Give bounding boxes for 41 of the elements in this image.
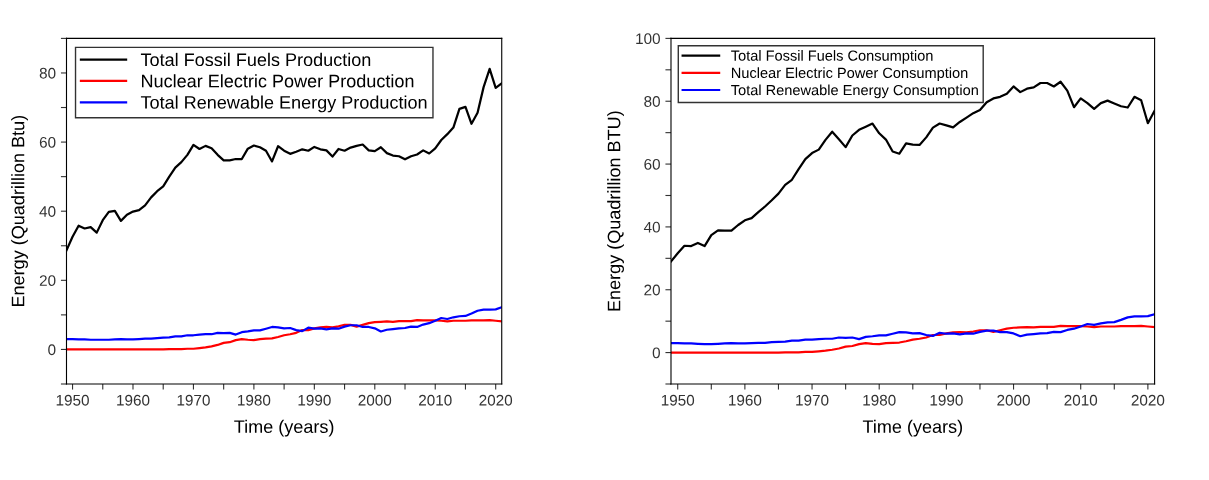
x-tick-label: 1960 bbox=[117, 394, 150, 406]
x-tick-label: 2010 bbox=[1064, 394, 1098, 406]
x-tick-label: 2020 bbox=[479, 394, 513, 406]
y-axis-title: Energy (Quadrillion BTU) bbox=[607, 111, 624, 311]
y-tick-label: 100 bbox=[636, 33, 660, 45]
x-tick-label: 2000 bbox=[997, 394, 1030, 406]
y-tick-label: 60 bbox=[39, 136, 56, 148]
y-tick-label: 60 bbox=[644, 158, 660, 170]
y-tick-label: 0 bbox=[48, 344, 56, 356]
x-tick-label: 1970 bbox=[796, 394, 829, 406]
x-tick-label: 1980 bbox=[863, 394, 896, 406]
y-tick-label: 80 bbox=[644, 96, 660, 107]
legend-label: Total Renewable Energy Consumption bbox=[731, 84, 978, 99]
line-series bbox=[670, 324, 1155, 354]
line-series bbox=[66, 306, 502, 341]
legend-label: Nuclear Electric Power Consumption bbox=[731, 67, 968, 81]
y-tick-label: 20 bbox=[644, 284, 660, 296]
line-series bbox=[66, 318, 502, 351]
y-tick-label: 20 bbox=[39, 275, 56, 287]
y-tick-label: 0 bbox=[652, 347, 660, 359]
legend-label: Total Fossil Fuels Consumption bbox=[731, 50, 933, 64]
x-tick-label: 2000 bbox=[358, 394, 392, 406]
x-tick-label: 1990 bbox=[930, 394, 963, 406]
x-tick-label: 2010 bbox=[419, 394, 452, 406]
x-tick-label: 1990 bbox=[298, 394, 331, 406]
x-axis-title: Time (years) bbox=[862, 419, 962, 437]
y-axis-title: Energy (Quadrillion Btu) bbox=[11, 115, 28, 307]
x-tick-label: 1950 bbox=[56, 394, 89, 406]
x-tick-label: 1980 bbox=[238, 394, 271, 406]
y-tick-label: 40 bbox=[643, 221, 660, 233]
x-tick-label: 1950 bbox=[661, 394, 695, 406]
x-tick-label: 2020 bbox=[1131, 394, 1165, 406]
x-tick-label: 1960 bbox=[729, 394, 762, 406]
legend-label: Total Fossil Fuels Production bbox=[140, 52, 371, 67]
legend-label: Nuclear Electric Power Production bbox=[142, 74, 414, 88]
y-tick-label: 40 bbox=[39, 206, 56, 217]
line-series bbox=[670, 313, 1155, 346]
y-tick-label: 80 bbox=[39, 67, 56, 79]
legend-label: Total Renewable Energy Production bbox=[140, 95, 427, 113]
x-axis-title: Time (years) bbox=[234, 419, 334, 437]
x-tick-label: 1970 bbox=[177, 394, 210, 406]
